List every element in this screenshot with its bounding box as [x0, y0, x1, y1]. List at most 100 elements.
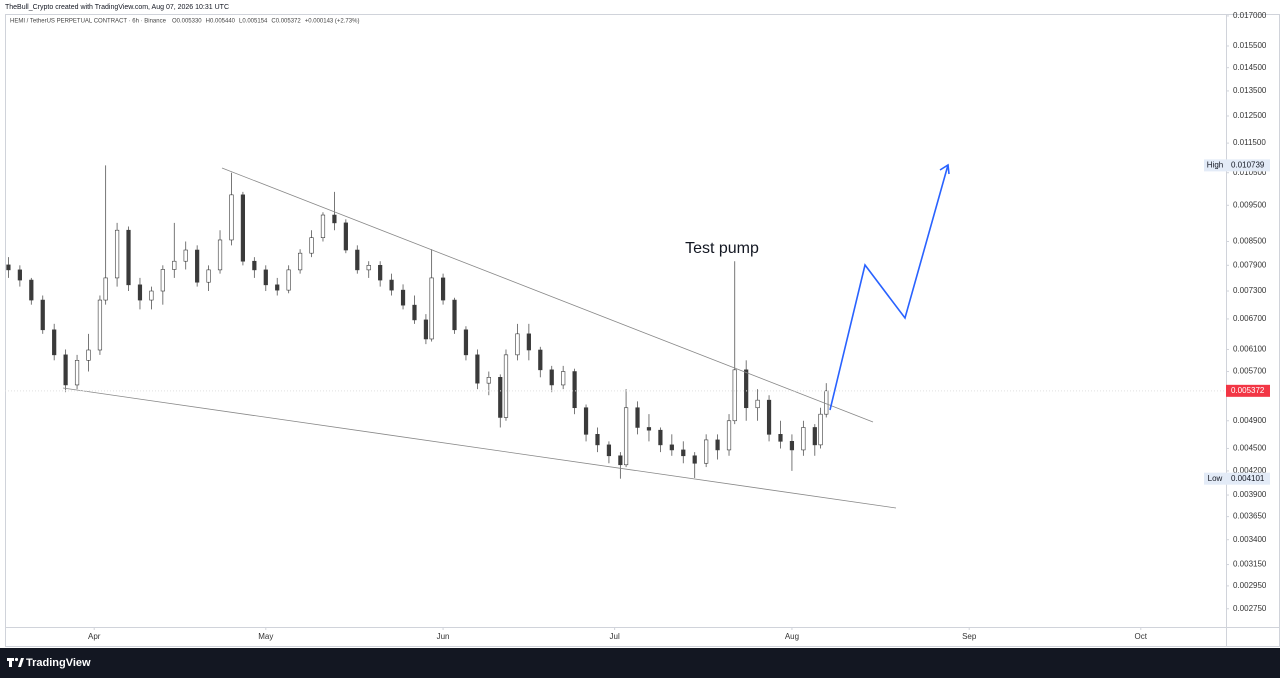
candle-body	[40, 299, 45, 331]
candle-body	[275, 284, 280, 291]
candle-body	[744, 369, 749, 409]
high-value-tag	[1226, 159, 1270, 172]
y-tick-label: 0.013500	[1233, 86, 1267, 95]
y-tick-label: 0.002950	[1233, 581, 1267, 590]
candle-body	[126, 229, 131, 286]
y-tick-label: 0.004500	[1233, 444, 1267, 453]
low-name: Low	[1208, 474, 1223, 483]
y-tick-label: 0.011500	[1233, 138, 1266, 147]
candle-body	[195, 249, 200, 283]
candle-body	[103, 277, 108, 301]
candle-body	[172, 260, 177, 270]
candle-body	[378, 265, 383, 281]
candle-body	[297, 252, 303, 271]
projection-path	[829, 164, 949, 411]
candle-body	[572, 371, 577, 409]
candle-body	[29, 279, 34, 301]
candle-body	[217, 239, 223, 271]
y-tick-label: 0.007900	[1233, 260, 1267, 269]
candle-body	[206, 269, 211, 283]
last-price-label: 0.005372	[1231, 386, 1265, 395]
candle-body	[704, 439, 709, 464]
logo-shape	[14, 657, 19, 662]
candle-body	[583, 407, 589, 435]
x-tick-label: Sep	[962, 632, 977, 641]
lower-trendline	[62, 387, 897, 509]
candle-body	[755, 399, 760, 409]
y-tick-label: 0.004200	[1233, 466, 1267, 475]
candles	[6, 165, 829, 479]
candle-body	[681, 449, 686, 457]
high-name: High	[1207, 161, 1223, 170]
ohlc-value: +0.000143 (+2.73%)	[305, 19, 360, 25]
candle-body	[366, 265, 371, 271]
y-tick-label: 0.007300	[1233, 286, 1267, 295]
brand-logo	[7, 657, 24, 667]
footer	[0, 648, 1280, 678]
candle-body	[97, 299, 103, 351]
candle-body	[160, 269, 165, 292]
candle-body	[263, 269, 268, 286]
candle-body	[635, 407, 640, 428]
brand: TradingView	[26, 657, 91, 669]
candle-body	[561, 371, 566, 386]
y-tick-label: 0.008500	[1233, 237, 1267, 246]
candle-body	[824, 390, 829, 415]
candle-body	[498, 376, 503, 418]
y-tick-label: 0.010500	[1233, 168, 1267, 177]
x-tick-label: Apr	[88, 632, 101, 641]
candle-body	[766, 399, 772, 435]
candle-body	[17, 269, 22, 281]
candle-body	[452, 299, 457, 331]
low-name-tag	[1204, 472, 1226, 485]
projection-arrowhead	[939, 163, 950, 175]
y-tick-label: 0.003650	[1233, 512, 1267, 521]
annotation: Test pump	[685, 240, 759, 257]
candle-body	[52, 329, 57, 356]
candle-body	[715, 439, 720, 451]
y-tick-label: 0.012500	[1233, 111, 1267, 120]
candle-body	[623, 407, 629, 466]
candle-body	[669, 444, 674, 451]
candle-body	[486, 376, 491, 384]
candle-body	[6, 264, 11, 271]
candle-body	[429, 277, 434, 340]
ohlc-value: L0.005154	[239, 19, 268, 25]
candle-body	[538, 349, 543, 371]
candle-body	[183, 249, 188, 262]
credit: TheBull_Crypto created with TradingView.…	[5, 4, 229, 11]
candle-body	[778, 434, 783, 442]
candle-body	[240, 194, 246, 262]
candle-body	[606, 444, 612, 457]
candle-body	[149, 290, 154, 301]
y-tick-label: 0.017000	[1233, 11, 1267, 20]
high-value: 0.010739	[1231, 161, 1265, 170]
candle-body	[332, 214, 337, 224]
ohlc-value: H0.005440	[206, 19, 236, 25]
candle-body	[692, 455, 697, 464]
candle-body	[114, 229, 120, 279]
candle-body	[252, 260, 257, 271]
candle-body	[515, 333, 520, 356]
candle-body	[526, 333, 531, 351]
candle-body	[389, 279, 394, 291]
ohlc-value: C0.005372	[271, 19, 301, 25]
candle-body	[137, 284, 143, 301]
logo-shape	[9, 658, 12, 667]
y-tick-label: 0.006100	[1233, 345, 1267, 354]
y-tick-label: 0.014500	[1233, 63, 1267, 72]
candle-body	[229, 194, 234, 241]
candle-body	[475, 354, 480, 384]
candle-body	[423, 319, 429, 340]
candle-body	[818, 413, 823, 446]
x-tick-label: May	[258, 632, 273, 641]
y-tick-label: 0.004900	[1233, 416, 1267, 425]
x-tick-label: Jun	[437, 632, 450, 641]
y-tick-label: 0.003400	[1233, 535, 1267, 544]
candle-body	[732, 369, 737, 422]
candle-body	[503, 354, 509, 418]
low-value-tag	[1226, 472, 1270, 485]
candle-body	[789, 441, 795, 451]
y-tick-label: 0.003900	[1233, 490, 1267, 499]
